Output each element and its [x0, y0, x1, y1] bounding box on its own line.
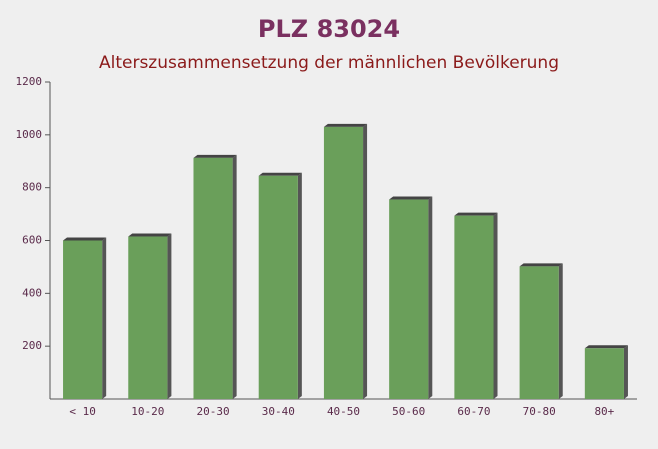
y-tick-label: 800 [22, 181, 42, 194]
chart-subtitle: Alterszusammensetzung der männlichen Bev… [99, 53, 559, 73]
bar [193, 157, 233, 399]
bar [389, 199, 429, 399]
bar-shadow [363, 123, 368, 400]
chart-title: PLZ 83024 [258, 15, 400, 43]
y-tick-label: 200 [22, 339, 42, 352]
x-tick-label: 30-40 [262, 405, 295, 418]
bar-top [193, 154, 237, 158]
x-tick-label: 80+ [594, 405, 614, 418]
bar-top [454, 212, 498, 216]
bar-top [389, 196, 433, 200]
bar-top [519, 263, 563, 267]
bar-shadow [428, 196, 433, 399]
bar-shadow [232, 154, 237, 399]
bar [258, 175, 298, 399]
bar-shadow [167, 233, 172, 399]
bar [323, 126, 364, 400]
bar-top [128, 233, 172, 237]
bar-shadow [558, 263, 563, 399]
bar-shadow [102, 237, 107, 399]
bar-top [258, 172, 302, 176]
x-tick-label: 40-50 [327, 405, 360, 418]
x-tick-label: < 10 [69, 405, 96, 418]
bar-shadow [493, 212, 498, 399]
x-tick-label: 60-70 [457, 405, 490, 418]
bar-shadow [623, 345, 628, 399]
bar-top [63, 237, 107, 241]
bar [519, 266, 559, 399]
x-tick-label: 50-60 [392, 405, 425, 418]
y-tick-label: 400 [22, 286, 42, 299]
y-tick-label: 1200 [16, 75, 43, 88]
bar-top [584, 345, 628, 349]
bar [584, 348, 624, 399]
x-tick-label: 70-80 [523, 405, 556, 418]
bar-top [323, 123, 368, 127]
y-tick-label: 600 [22, 234, 42, 247]
bar [63, 240, 103, 399]
bar-shadow [297, 172, 302, 399]
bar [454, 215, 494, 399]
y-tick-label: 1000 [16, 128, 43, 141]
bar [128, 236, 168, 399]
x-tick-label: 20-30 [196, 405, 229, 418]
x-tick-label: 10-20 [131, 405, 164, 418]
